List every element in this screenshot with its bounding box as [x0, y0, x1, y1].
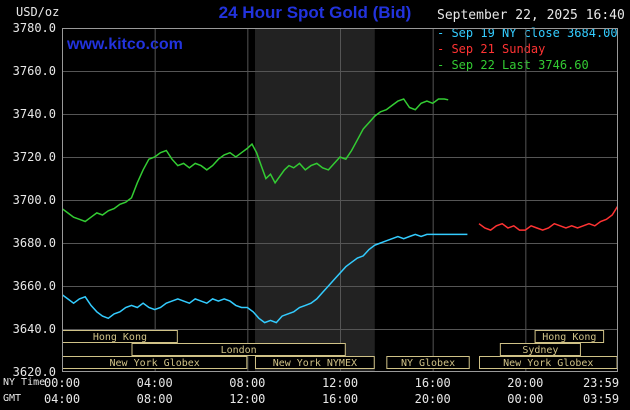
x-tick-gmt: 03:59: [582, 392, 620, 406]
session-box: [534, 330, 605, 343]
session-label: London: [221, 345, 257, 356]
plot-area: Hong Kong Hong Kong London Sydney New York G…: [62, 28, 618, 372]
x-tick-ny: 12:00: [321, 376, 359, 390]
session-label: New York Globex: [503, 358, 593, 369]
y-tick-label: 3760.0: [12, 64, 56, 78]
x-tick-gmt: 04:00: [43, 392, 81, 406]
session-box: [386, 356, 470, 369]
session-label: Sydney: [522, 345, 558, 356]
session-box: [499, 343, 581, 356]
y-tick-label: 3780.0: [12, 21, 56, 35]
session-label: New York Globex: [110, 358, 200, 369]
x-tick-gmt: 16:00: [321, 392, 359, 406]
ny-time-axis-label: NY Time: [3, 377, 46, 388]
session-label: NY Globex: [401, 358, 455, 369]
x-tick-gmt: 12:00: [229, 392, 266, 406]
legend-item: - Sep 21 Sunday: [437, 42, 546, 56]
datetime-label: September 22, 2025 16:40: [437, 8, 625, 23]
legend: - Sep 19 NY close 3684.00 - Sep 21 Sunday…: [437, 25, 618, 73]
y-tick-label: 3660.0: [12, 279, 56, 293]
y-tick-label: 3700.0: [12, 193, 56, 207]
x-axis-gmt-row: 04:00 08:00 12:00 16:00 20:00 00:00 03:59: [0, 392, 630, 406]
series-line-sep19: [62, 233, 468, 324]
plot-border: [62, 28, 618, 372]
y-tick-label: 3640.0: [12, 322, 56, 336]
session-label: Hong Kong: [542, 332, 596, 343]
session-label: New York NYMEX: [273, 358, 357, 369]
session-box: [131, 343, 346, 356]
kitco-link[interactable]: www.kitco.com: [67, 36, 183, 53]
x-tick-ny: 08:00: [229, 376, 266, 390]
series-line-sep21: [478, 206, 618, 231]
chart-title: 24 Hour Spot Gold (Bid): [218, 3, 412, 22]
x-tick-ny: 23:59: [582, 376, 620, 390]
series-line-sep22: [62, 98, 449, 223]
y-tick-label: 3680.0: [12, 236, 56, 250]
y-axis-units-label: USD/oz: [16, 5, 60, 19]
session-box: [254, 356, 375, 369]
session-label: Hong Kong: [93, 332, 147, 343]
x-tick-gmt: 08:00: [136, 392, 173, 406]
y-tick-label: 3720.0: [12, 150, 56, 164]
legend-item: - Sep 19 NY close 3684.00: [437, 26, 618, 40]
x-tick-ny: 16:00: [414, 376, 451, 390]
gmt-axis-label: GMT: [3, 393, 22, 404]
x-tick-ny: 04:00: [136, 376, 173, 390]
x-tick-gmt: 00:00: [507, 392, 544, 406]
x-tick-gmt: 20:00: [414, 392, 451, 406]
legend-item: - Sep 22 Last 3746.60: [437, 58, 589, 72]
x-tick-ny: 20:00: [507, 376, 544, 390]
x-tick-ny: 00:00: [43, 376, 81, 390]
y-tick-label: 3740.0: [12, 107, 56, 121]
x-axis-ny-row: 00:00 04:00 08:00 12:00 16:00 20:00 23:59: [0, 376, 630, 390]
y-tick-label: 3620.0: [12, 365, 56, 379]
